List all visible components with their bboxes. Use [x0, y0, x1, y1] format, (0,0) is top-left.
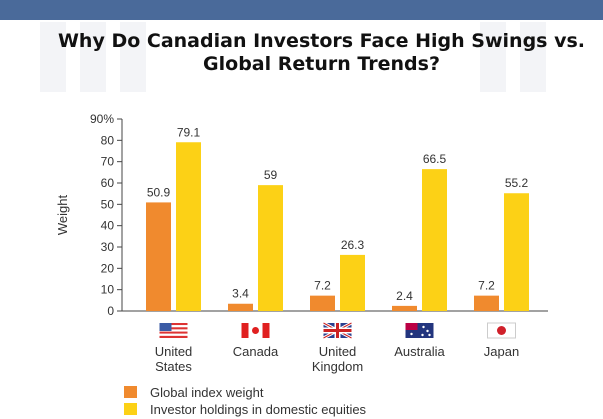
category-label: United [155, 344, 193, 359]
data-label: 55.2 [505, 176, 529, 190]
y-tick-label: 60 [101, 176, 115, 190]
bar-domestic [258, 185, 283, 311]
bar-domestic [422, 169, 447, 311]
header-bar [0, 0, 603, 20]
legend-swatch [124, 386, 137, 398]
title-line-2: Global Return Trends? [203, 53, 440, 75]
data-label: 79.1 [177, 125, 201, 139]
data-label: 66.5 [423, 152, 447, 166]
y-tick-label: 90% [90, 112, 114, 126]
y-tick-label: 10 [101, 283, 115, 297]
category-label: United [319, 344, 357, 359]
uk-flag-icon [322, 321, 353, 340]
bar-global [146, 202, 171, 311]
us-flag-icon [159, 323, 188, 338]
category-label: Canada [233, 344, 279, 359]
bar-global [228, 303, 253, 311]
y-tick-label: 50 [101, 197, 115, 211]
background-decoration [80, 22, 106, 92]
bar-domestic [340, 254, 365, 311]
data-label: 7.2 [314, 279, 331, 293]
legend-label: Global index weight [150, 385, 264, 400]
y-axis-label: Weight [55, 195, 70, 236]
japan-flag-icon [487, 322, 516, 339]
background-decoration [40, 22, 66, 92]
y-tick-label: 70 [101, 155, 115, 169]
data-label: 59 [264, 168, 278, 182]
data-label: 3.4 [232, 287, 249, 301]
y-tick-label: 20 [101, 261, 115, 275]
slide-title: Why Do Canadian Investors Face High Swin… [0, 30, 603, 76]
background-decoration [480, 22, 506, 92]
data-label: 50.9 [147, 185, 171, 199]
canada-flag-icon [241, 323, 270, 338]
legend-swatch [124, 403, 137, 415]
bar-domestic [504, 193, 529, 311]
bar-domestic [176, 142, 201, 311]
y-tick-label: 0 [107, 304, 114, 318]
data-label: 7.2 [478, 279, 495, 293]
category-label: States [155, 359, 192, 374]
bar-global [392, 305, 417, 311]
bar-global [474, 295, 499, 311]
y-tick-label: 40 [101, 219, 115, 233]
y-tick-label: 30 [101, 240, 115, 254]
legend-label: Investor holdings in domestic equities [150, 402, 367, 417]
background-decoration [520, 22, 546, 92]
australia-flag-icon [405, 323, 434, 338]
title-line-1: Why Do Canadian Investors Face High Swin… [57, 30, 586, 52]
bar-global [310, 295, 335, 311]
category-label: Australia [394, 344, 445, 359]
category-label: Kingdom [312, 359, 363, 374]
background-decoration [120, 22, 146, 92]
y-tick-label: 80 [101, 133, 115, 147]
category-label: Japan [484, 344, 519, 359]
data-label: 26.3 [341, 238, 365, 252]
data-label: 2.4 [396, 289, 413, 303]
